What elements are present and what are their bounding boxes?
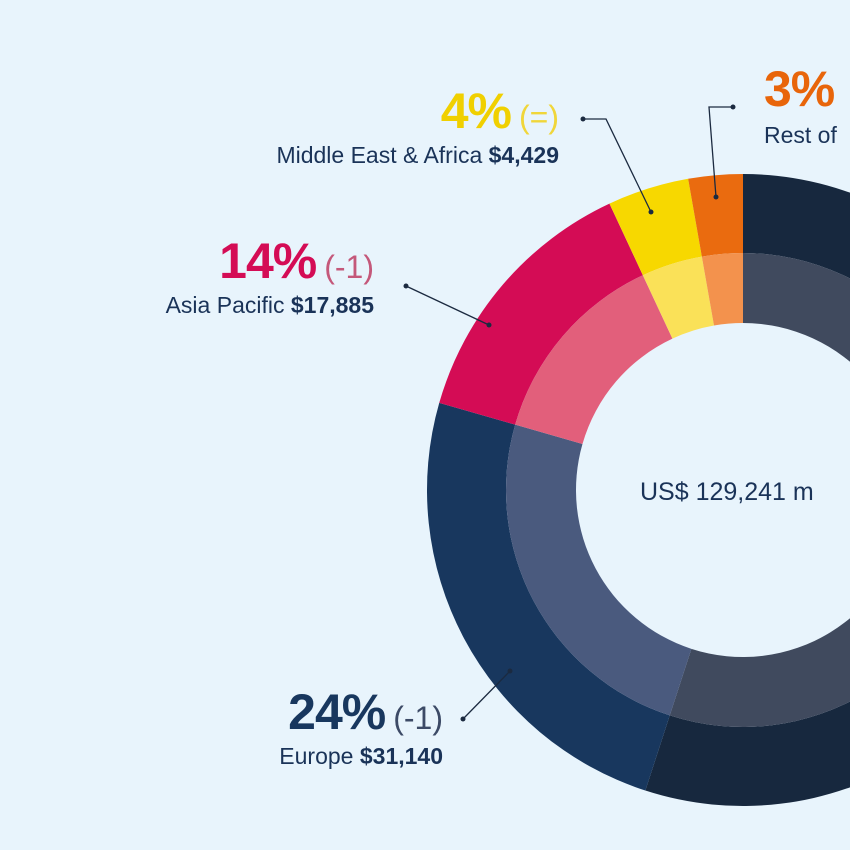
- callout-asia-pacific: 14% (-1) Asia Pacific $17,885: [166, 236, 374, 319]
- callout-asia-percent-line: 14% (-1): [166, 236, 374, 286]
- donut-inner-segment-asia-pacific: [515, 275, 673, 444]
- asia-description: Asia Pacific $17,885: [166, 292, 374, 319]
- rest-description: Rest of: [764, 122, 837, 149]
- callout-rest-percent-line: 3%: [764, 64, 837, 114]
- donut-outer-segment-remainder: [645, 174, 850, 806]
- leader-dot-mea-end: [648, 209, 654, 215]
- donut-inner-segment-remainder: [669, 253, 850, 727]
- center-total-label: US$ 129,241 m: [640, 478, 814, 506]
- leader-dot-rest-end: [713, 194, 719, 200]
- leader-dot-europe-end: [507, 668, 513, 674]
- donut-outer-segment-mea: [609, 178, 702, 276]
- leader-dot-asia-start: [403, 283, 409, 289]
- leader-dot-europe-start: [460, 716, 466, 722]
- asia-percent: 14%: [219, 233, 317, 289]
- europe-percent: 24%: [288, 684, 386, 740]
- callout-rest: 3% Rest of: [764, 64, 837, 149]
- europe-change: (-1): [393, 700, 443, 736]
- europe-name: Europe: [279, 743, 354, 769]
- donut-outer-segment-asia-pacific: [439, 203, 643, 425]
- callout-mea: 4% (=) Middle East & Africa $4,429: [276, 86, 559, 169]
- leader-line-europe: [462, 670, 511, 720]
- mea-description: Middle East & Africa $4,429: [276, 142, 559, 169]
- mea-percent: 4%: [440, 83, 512, 139]
- leader-line-rest: [708, 106, 733, 198]
- callout-europe-percent-line: 24% (-1): [279, 687, 443, 737]
- asia-amount: $17,885: [290, 292, 374, 318]
- leader-line-mea: [583, 118, 652, 213]
- rest-name: Rest of: [764, 122, 837, 148]
- callout-mea-percent-line: 4% (=): [276, 86, 559, 136]
- donut-outer-segment-europe: [426, 402, 670, 791]
- mea-name: Middle East & Africa: [276, 142, 483, 168]
- rest-percent: 3%: [764, 61, 835, 117]
- asia-name: Asia Pacific: [165, 292, 285, 318]
- donut-outer-segment-rest: [688, 174, 743, 257]
- donut-inner-segment-europe: [506, 424, 692, 716]
- donut-inner-segment-mea: [642, 256, 715, 339]
- mea-change: (=): [519, 99, 559, 135]
- leader-dot-mea-start: [580, 116, 586, 122]
- leader-dot-asia-end: [486, 322, 492, 328]
- donut-inner-segment-rest: [701, 253, 743, 326]
- europe-description: Europe $31,140: [279, 743, 443, 770]
- leader-dot-rest-start: [730, 104, 736, 110]
- callout-europe: 24% (-1) Europe $31,140: [279, 687, 443, 770]
- mea-amount: $4,429: [488, 142, 559, 168]
- europe-amount: $31,140: [359, 743, 443, 769]
- asia-change: (-1): [324, 249, 374, 285]
- leader-line-asia: [405, 285, 490, 326]
